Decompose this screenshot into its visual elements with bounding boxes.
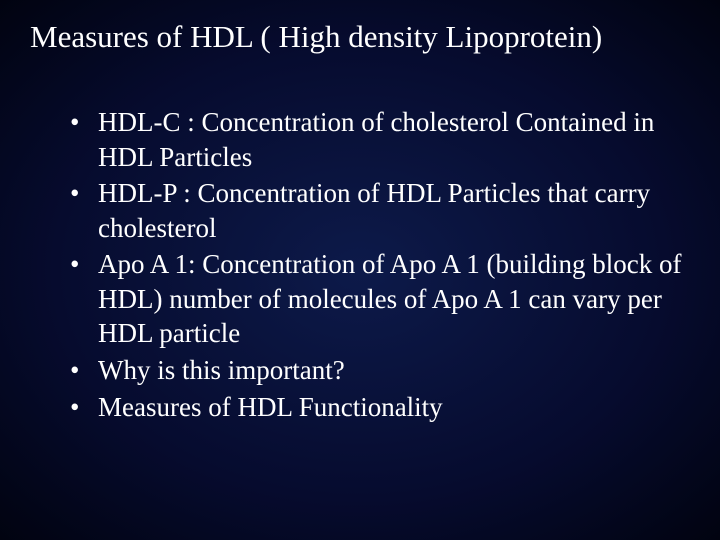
list-item: HDL-P : Concentration of HDL Particles t… <box>70 176 690 245</box>
list-item: Why is this important? <box>70 353 690 388</box>
slide-title: Measures of HDL ( High density Lipoprote… <box>30 18 690 55</box>
bullet-list: HDL-C : Concentration of cholesterol Con… <box>30 105 690 424</box>
list-item: Measures of HDL Functionality <box>70 390 690 425</box>
list-item: HDL-C : Concentration of cholesterol Con… <box>70 105 690 174</box>
list-item: Apo A 1: Concentration of Apo A 1 (build… <box>70 247 690 351</box>
slide-container: Measures of HDL ( High density Lipoprote… <box>0 0 720 540</box>
